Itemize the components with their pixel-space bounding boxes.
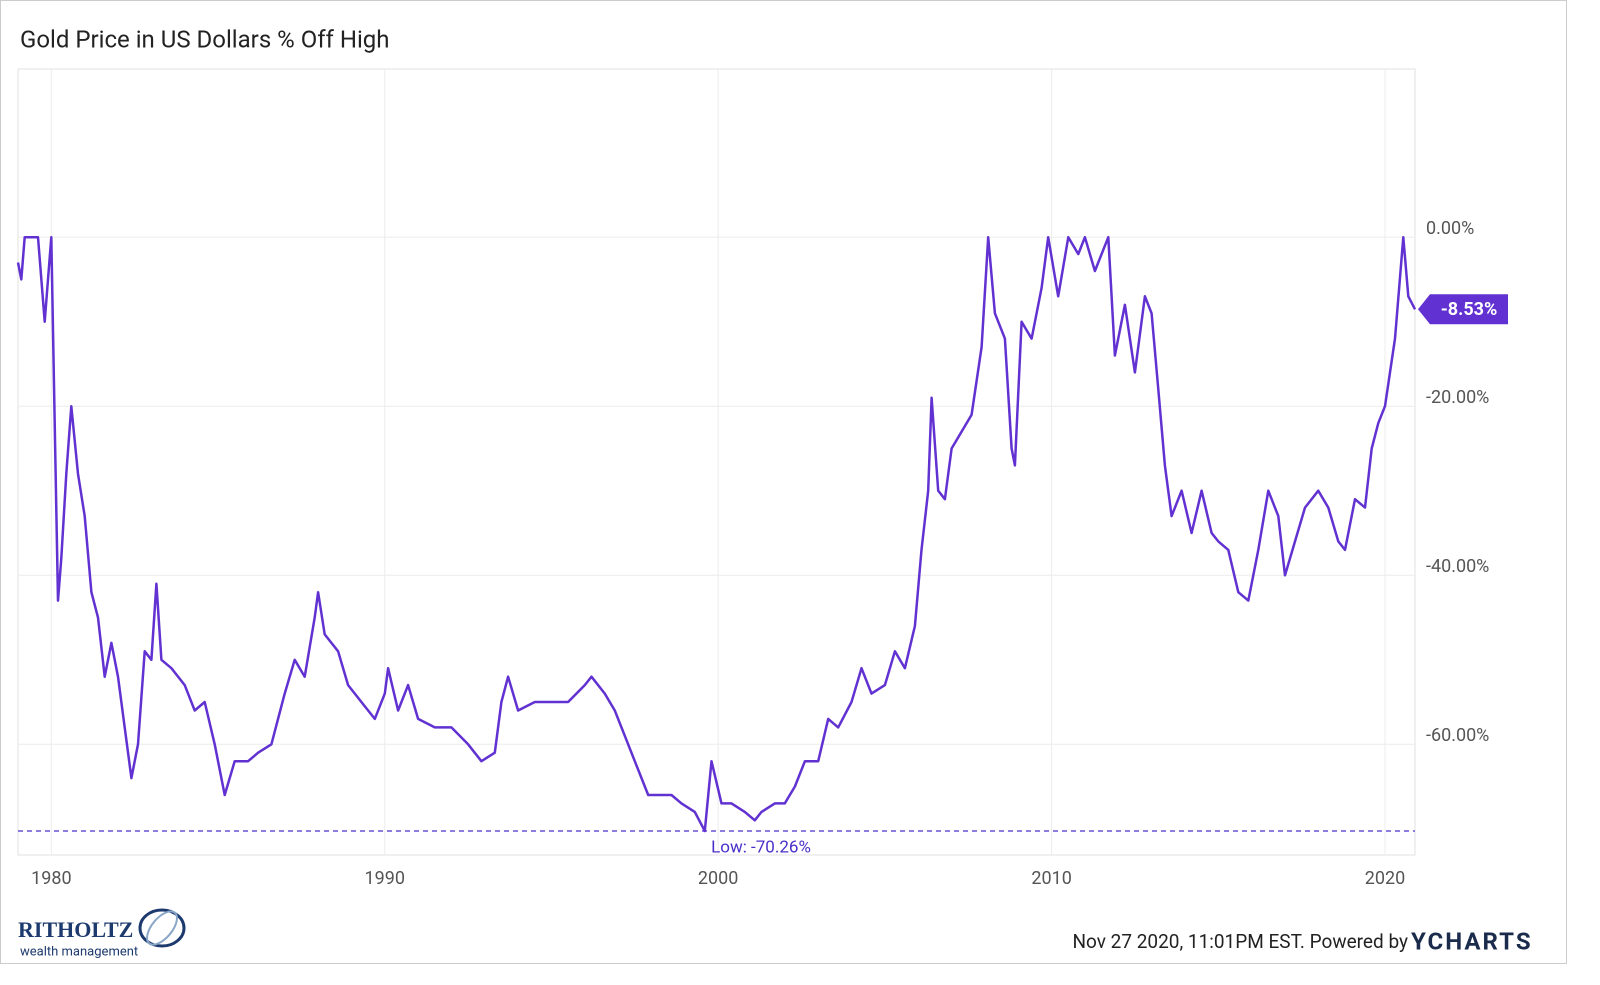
x-tick-label: 2010 (1031, 868, 1071, 889)
logo-sub: wealth management (20, 944, 138, 959)
x-tick-label: 1990 (365, 868, 405, 889)
logo: RITHOLTZ wealth management (18, 908, 186, 959)
series-line (16, 235, 1417, 833)
logo-name: RITHOLTZ (18, 917, 133, 942)
plot-area (17, 68, 1416, 856)
x-tick-label: 2000 (698, 868, 738, 889)
footer-timestamp: Nov 27 2020, 11:01PM EST. Powered by (1073, 930, 1409, 953)
low-label: Low: -70.26% (711, 837, 811, 857)
y-tick-label: -40.00% (1426, 556, 1489, 577)
x-tick-label: 1980 (31, 868, 71, 889)
end-label: -8.53% (1441, 299, 1498, 320)
x-tick-label: 2020 (1365, 868, 1405, 889)
logo-mark (138, 908, 186, 948)
chart-title: Gold Price in US Dollars % Off High (20, 25, 390, 53)
y-tick-label: 0.00% (1426, 218, 1474, 239)
end-label-tag (1418, 294, 1508, 325)
y-tick-label: -20.00% (1426, 387, 1489, 408)
frame (0, 0, 1567, 964)
y-tick-label: -60.00% (1426, 725, 1489, 746)
logo-mark (146, 910, 178, 946)
footer-brand[interactable]: YCHARTS (1411, 927, 1533, 955)
